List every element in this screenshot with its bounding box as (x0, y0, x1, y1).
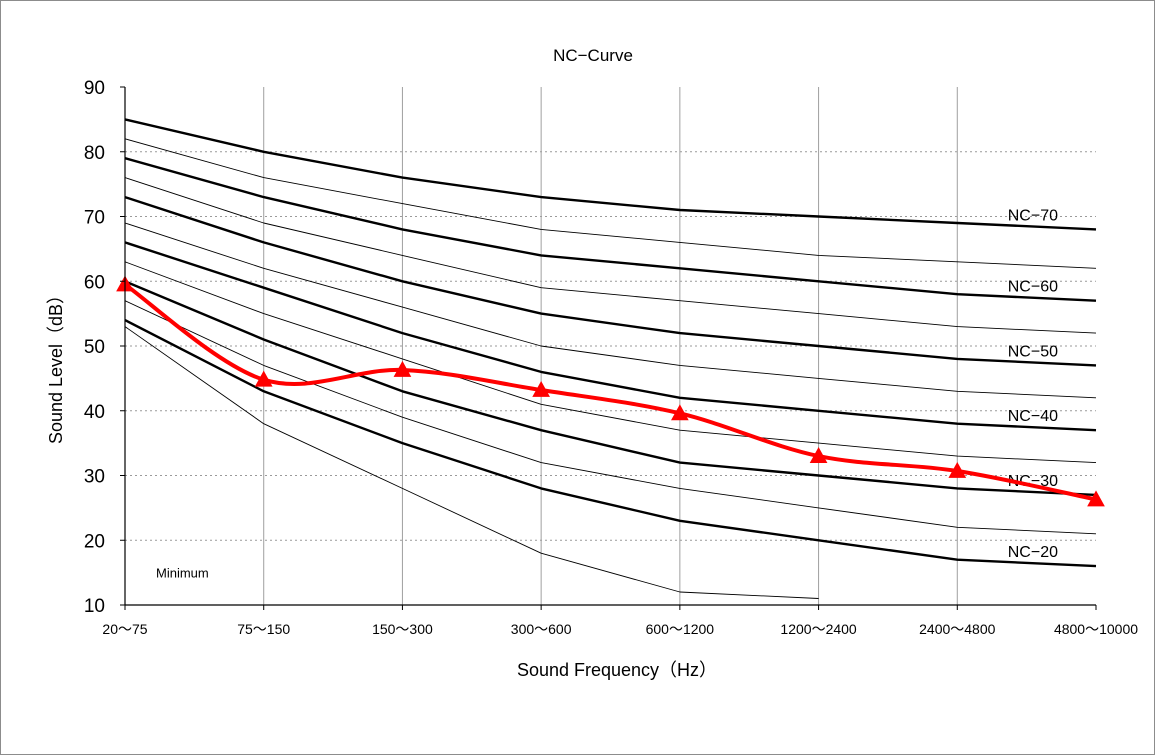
nc-curve-nc-65 (124, 138, 1097, 269)
nc-curve-label: NC−30 (1008, 473, 1058, 490)
measured-series-line (123, 282, 1098, 502)
x-tick-label: 2400～4800 (919, 621, 996, 637)
grid-layer (125, 87, 1096, 605)
x-tick-label: 300～600 (511, 621, 572, 637)
y-tick-label: 60 (84, 272, 105, 293)
nc-curve-nc-55 (124, 177, 1097, 334)
nc-curve-label: NC−70 (1008, 207, 1058, 224)
y-tick-label: 70 (84, 208, 105, 229)
y-tick-label: 20 (84, 531, 105, 552)
y-tick-label: 30 (84, 467, 105, 488)
x-tick-label: 150～300 (372, 621, 433, 637)
nc-curve-label: NC−20 (1008, 544, 1058, 561)
chart-title: NC−Curve (553, 46, 633, 65)
measured-point-marker (254, 370, 273, 387)
nc-curve-nc-45 (124, 222, 1097, 399)
measured-point-marker (671, 404, 689, 421)
x-tick-label: 75～150 (237, 621, 290, 637)
nc-labels-layer: NC−70 NC−60 NC−50 NC−40 NC−30 NC−20 Minimum (156, 207, 1058, 580)
y-tick-label: 50 (84, 337, 105, 358)
measured-point-marker (809, 447, 828, 463)
nc-curve-nc-50 (124, 195, 1097, 367)
nc-curve-label: NC−60 (1008, 279, 1058, 296)
minimum-annotation: Minimum (156, 566, 209, 581)
nc-curve-nc-20 (124, 319, 1097, 568)
nc-curve-label: NC−40 (1008, 408, 1058, 425)
nc-curve-nc-60 (124, 157, 1097, 302)
x-tick-label: 600～1200 (646, 621, 715, 637)
y-tick-label: 10 (84, 596, 105, 617)
y-tick-label: 80 (84, 143, 105, 164)
nc-curve-nc-40 (124, 241, 1097, 432)
nc-curves-layer (124, 118, 1097, 599)
y-tick-label: 90 (84, 78, 105, 99)
measured-point-marker (1087, 490, 1105, 507)
measured-point-marker (948, 461, 967, 478)
x-tick-label: 1200～2400 (780, 621, 857, 637)
nc-curve-nc-30 (124, 280, 1097, 497)
y-axis-title: Sound Level（dB） (46, 286, 66, 444)
nc-curve-nc-25 (124, 300, 1097, 535)
nc-curve-label: NC−50 (1008, 343, 1058, 360)
x-axis-title: Sound Frequency（Hz） (517, 660, 717, 680)
nc-curve-minimum (124, 326, 819, 599)
y-tick-label: 40 (84, 402, 105, 423)
measured-point-marker (532, 381, 550, 397)
axis-layer: 10 20 30 40 50 60 70 80 90 20～75 75～150 150～300 300～… (84, 78, 1138, 637)
nc-curve-nc-70 (124, 118, 1097, 231)
measured-point-marker (393, 360, 412, 377)
x-tick-label: 4800～10000 (1054, 621, 1138, 637)
x-tick-label: 20～75 (102, 621, 147, 637)
nc-curve-nc-35 (124, 261, 1097, 464)
